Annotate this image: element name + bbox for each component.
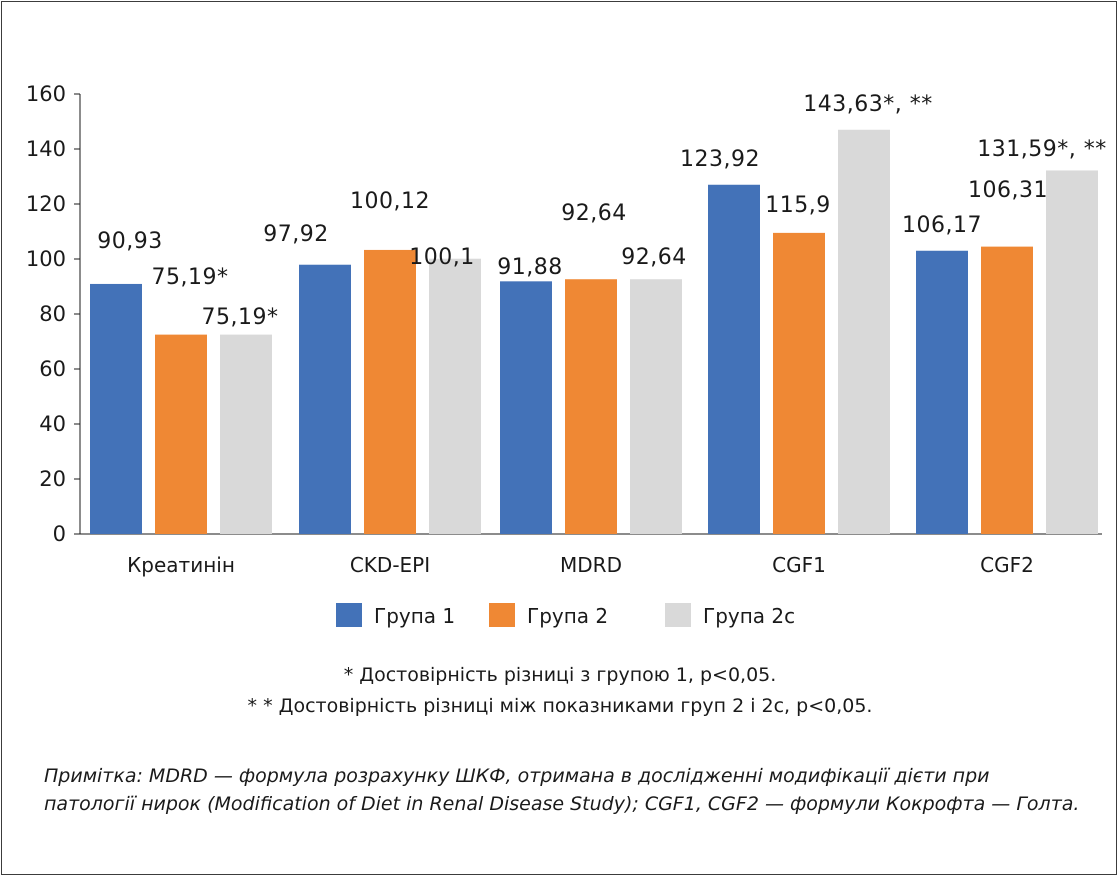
category-labels: Креатинін CKD-EPI MDRD CGF1 CGF2 <box>127 553 1034 577</box>
bar <box>500 281 552 534</box>
data-label: 75,19* <box>152 265 229 290</box>
data-label: 131,59*, ** <box>977 137 1106 162</box>
data-label: 106,17 <box>902 213 982 238</box>
legend-label: Група 2 <box>527 604 608 628</box>
y-tick-label: 140 <box>26 137 66 161</box>
data-label: 143,63*, ** <box>803 92 932 117</box>
y-tick-label: 100 <box>26 247 66 271</box>
footnote-1: * Достовірність різниці з групою 1, p<0,… <box>343 664 777 686</box>
data-label: 75,19* <box>202 305 279 330</box>
y-tick-label: 20 <box>39 467 66 491</box>
bar <box>565 279 617 534</box>
data-label: 100,1 <box>409 245 474 270</box>
bar <box>916 250 968 534</box>
bar <box>155 334 207 534</box>
legend-swatch <box>665 603 691 627</box>
data-label: 123,92 <box>680 147 760 172</box>
data-label: 92,64 <box>561 201 626 226</box>
y-tick-label: 120 <box>26 192 66 216</box>
category-label: CGF1 <box>772 553 826 577</box>
data-label: 115,9 <box>765 193 830 218</box>
legend-swatch <box>489 603 515 627</box>
legend-swatch <box>336 603 362 627</box>
y-tick-label: 40 <box>39 412 66 436</box>
category-label: CKD-EPI <box>350 553 430 577</box>
y-tick-label: 60 <box>39 357 66 381</box>
legend-label: Група 1 <box>374 604 455 628</box>
bar <box>299 264 351 534</box>
bar <box>364 249 416 535</box>
legend: Група 1 Група 2 Група 2с <box>336 603 795 628</box>
data-label: 91,88 <box>497 255 562 280</box>
bar <box>773 232 825 534</box>
data-label: 90,93 <box>97 229 162 254</box>
data-label: 106,31 <box>968 178 1048 203</box>
bar <box>1046 170 1098 534</box>
y-tick-label: 0 <box>53 522 66 546</box>
category-label: MDRD <box>560 553 622 577</box>
note-text: Примітка: MDRD — формула розрахунку ШКФ,… <box>44 765 1080 815</box>
y-tick-label: 80 <box>39 302 66 326</box>
bar <box>708 184 760 534</box>
legend-label: Група 2с <box>703 604 795 628</box>
data-label: 92,64 <box>621 245 686 270</box>
bar <box>981 246 1033 534</box>
bar <box>429 258 481 534</box>
data-label: 100,12 <box>350 189 430 214</box>
data-label: 97,92 <box>263 222 328 247</box>
data-labels: 90,93 75,19* 75,19* 97,92 100,12 100,1 91,88 92… <box>97 92 1106 330</box>
y-axis: 0 20 40 60 80 100 120 140 160 <box>26 82 1102 546</box>
bar <box>220 334 272 534</box>
y-tick-label: 160 <box>26 82 66 106</box>
bar <box>838 129 890 534</box>
bar <box>90 283 142 534</box>
bars <box>90 129 1098 535</box>
category-label: CGF2 <box>980 553 1034 577</box>
footnotes: * Достовірність різниці з групою 1, p<0,… <box>2 660 1116 722</box>
category-label: Креатинін <box>127 553 235 577</box>
footnote-2: * * Достовірність різниці між показникам… <box>247 695 873 717</box>
bar <box>630 279 682 534</box>
